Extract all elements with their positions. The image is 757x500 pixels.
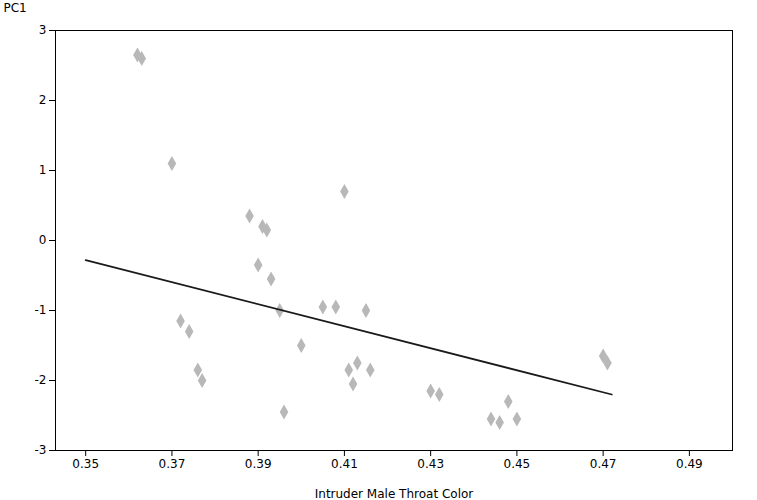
svg-text:0.41: 0.41: [331, 457, 358, 471]
svg-text:Intruder Male Throat Color: Intruder Male Throat Color: [315, 487, 474, 500]
svg-text:2: 2: [39, 93, 47, 107]
svg-text:-2: -2: [35, 373, 47, 387]
svg-text:0.39: 0.39: [245, 457, 272, 471]
svg-text:PC1: PC1: [4, 1, 27, 15]
svg-text:0.45: 0.45: [504, 457, 531, 471]
svg-text:0.37: 0.37: [159, 457, 186, 471]
svg-text:0.49: 0.49: [676, 457, 703, 471]
svg-text:0: 0: [39, 233, 47, 247]
svg-text:3: 3: [39, 23, 47, 37]
svg-text:0.35: 0.35: [72, 457, 99, 471]
svg-text:0.47: 0.47: [590, 457, 617, 471]
svg-text:0.43: 0.43: [417, 457, 444, 471]
svg-text:-1: -1: [35, 303, 47, 317]
svg-text:1: 1: [39, 163, 47, 177]
svg-text:-3: -3: [35, 443, 47, 457]
